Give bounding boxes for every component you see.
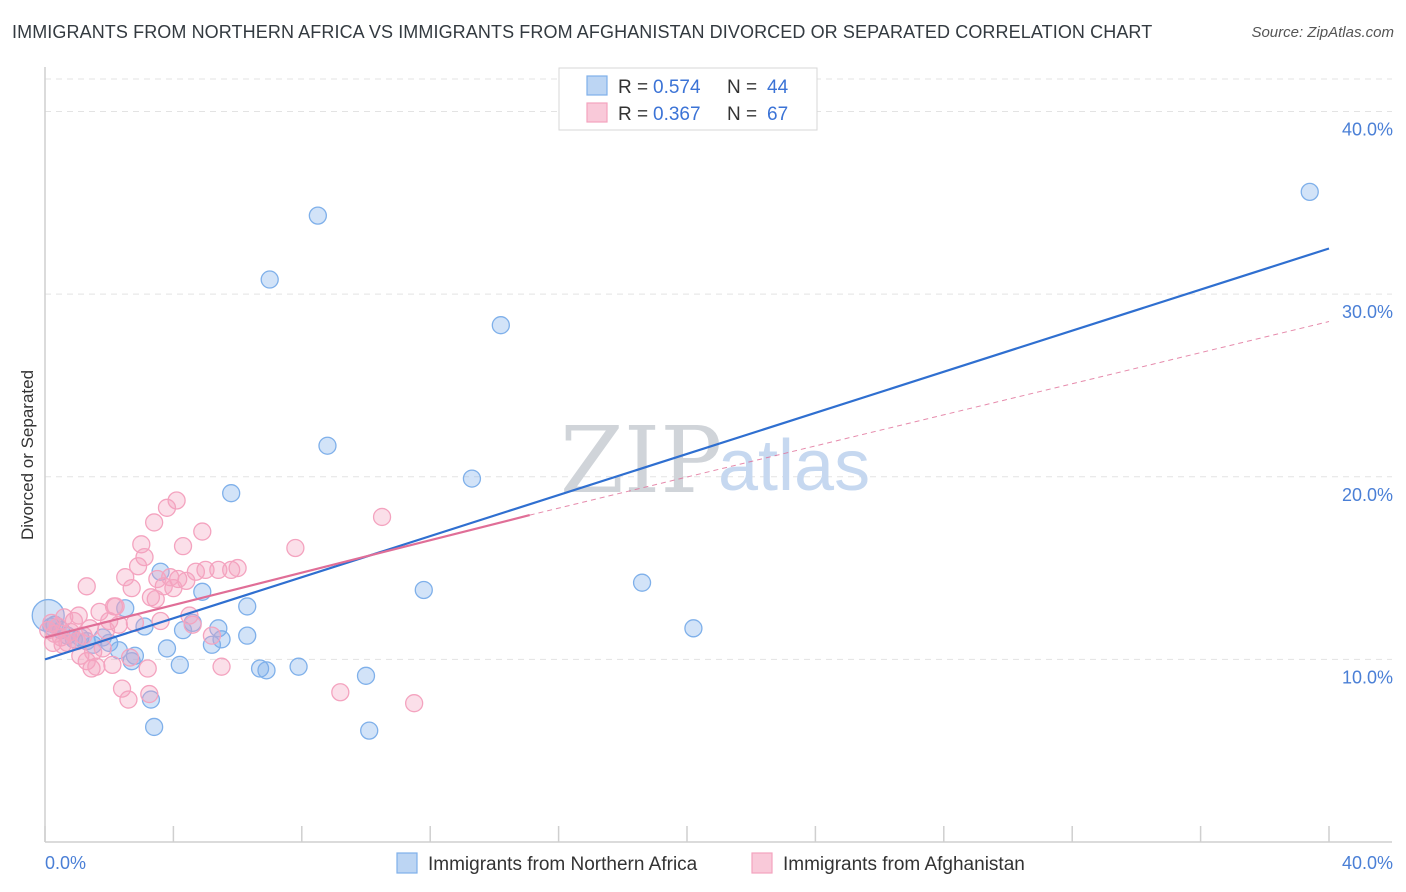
point-afghanistan-16	[77, 577, 96, 596]
y-tick-label-0: 10.0%	[1342, 667, 1393, 687]
point-northern-africa-39	[491, 316, 510, 335]
bottom-legend-label-afghanistan: Immigrants from Afghanistan	[783, 854, 1025, 875]
point-afghanistan-51	[228, 558, 247, 578]
point-afghanistan-50	[222, 560, 241, 580]
point-afghanistan-25	[116, 568, 135, 587]
point-afghanistan-61	[212, 657, 231, 676]
point-afghanistan-60	[183, 615, 202, 634]
point-northern-africa-36	[360, 721, 379, 740]
point-afghanistan-34	[144, 513, 164, 532]
legend-n-value-1: 67	[767, 104, 788, 125]
trend-line-afghanistan-extension	[529, 321, 1330, 516]
point-afghanistan-66	[169, 569, 188, 589]
point-afghanistan-41	[167, 491, 186, 510]
point-afghanistan-48	[202, 626, 222, 645]
chart-title: IMMIGRANTS FROM NORTHERN AFRICA VS IMMIG…	[12, 22, 1153, 42]
y-axis-title: Divorced or Separated	[18, 370, 37, 540]
point-afghanistan-58	[120, 648, 140, 667]
watermark-atlas: atlas	[718, 426, 870, 506]
legend-swatch-afghanistan	[586, 102, 608, 123]
source-label: Source: ZipAtlas.com	[1251, 24, 1394, 41]
point-afghanistan-38	[157, 498, 177, 517]
y-tick-label-2: 30.0%	[1342, 302, 1393, 322]
correlation-legend: R = 0.574 N = 44 R = 0.367 N = 67	[558, 67, 818, 131]
bottom-legend-label-northern-africa: Immigrants from Northern Africa	[428, 854, 698, 875]
point-afghanistan-64	[104, 597, 124, 616]
y-axis-tick-labels: 10.0% 20.0% 30.0% 40.0%	[1342, 120, 1393, 688]
point-northern-africa-42	[1300, 182, 1319, 202]
point-northern-africa-38	[462, 469, 482, 488]
point-northern-africa-30	[257, 661, 276, 680]
legend-n-label-1: N =	[727, 104, 757, 125]
point-afghanistan-55	[404, 694, 424, 713]
point-northern-africa-41	[684, 619, 703, 638]
point-afghanistan-52	[286, 538, 305, 558]
x-tick-label-max: 40.0%	[1342, 853, 1393, 873]
point-northern-africa-29	[250, 659, 270, 678]
point-afghanistan-36	[151, 611, 170, 631]
trend-lines	[44, 247, 1330, 661]
point-afghanistan-65	[146, 589, 165, 609]
point-northern-africa-27	[238, 597, 257, 616]
legend-n-label-0: N =	[727, 77, 757, 98]
point-afghanistan-24	[112, 679, 132, 698]
point-afghanistan-27	[122, 579, 141, 598]
y-tick-label-3: 40.0%	[1342, 120, 1393, 140]
point-northern-africa-37	[414, 580, 433, 600]
point-northern-africa-18	[157, 639, 177, 658]
x-axis-ticks	[44, 826, 1330, 842]
legend-r-value-1: 0.367	[653, 104, 701, 125]
point-afghanistan-53	[331, 683, 350, 702]
point-northern-africa-19	[170, 655, 189, 675]
legend-swatch-northern-africa	[586, 75, 608, 96]
bottom-legend-swatch-afghanistan	[751, 852, 773, 874]
point-afghanistan-47	[196, 560, 215, 580]
point-northern-africa-26	[222, 484, 241, 503]
point-northern-africa-28	[238, 626, 257, 645]
y-tick-label-1: 20.0%	[1342, 485, 1393, 505]
watermark-zip: ZIP	[560, 407, 722, 514]
trend-line-afghanistan	[44, 514, 530, 639]
point-afghanistan-54	[372, 507, 392, 527]
point-afghanistan-26	[119, 690, 138, 709]
bottom-legend-swatch-northern-africa	[396, 852, 418, 874]
point-afghanistan-31	[135, 547, 154, 567]
point-afghanistan-46	[193, 522, 212, 541]
x-tick-label-min: 0.0%	[45, 853, 86, 873]
legend-r-label-0: R =	[618, 77, 648, 98]
point-northern-africa-33	[308, 206, 328, 225]
point-northern-africa-31	[260, 270, 279, 289]
point-afghanistan-57	[69, 606, 88, 625]
point-afghanistan-59	[140, 684, 159, 704]
trend-line-northern-africa	[44, 247, 1330, 661]
point-northern-africa-40	[632, 573, 652, 592]
point-afghanistan-32	[138, 659, 157, 678]
legend-r-label-1: R =	[618, 104, 648, 125]
point-afghanistan-49	[209, 560, 228, 580]
point-northern-africa-25	[212, 630, 231, 649]
grid	[45, 78, 1392, 660]
point-northern-africa-35	[356, 666, 376, 685]
point-northern-africa-34	[318, 436, 337, 455]
legend-r-value-0: 0.574	[653, 77, 701, 98]
point-afghanistan-42	[173, 537, 193, 556]
point-afghanistan-62	[82, 659, 101, 678]
point-northern-africa-24	[209, 619, 228, 638]
legend-n-value-0: 44	[767, 77, 789, 98]
series-legend: Immigrants from Northern Africa Immigran…	[396, 852, 1025, 875]
point-afghanistan-29	[128, 557, 148, 576]
point-northern-africa-16	[144, 717, 164, 737]
point-afghanistan-21	[103, 655, 122, 675]
axes	[44, 67, 1392, 843]
point-northern-africa-32	[289, 657, 308, 676]
